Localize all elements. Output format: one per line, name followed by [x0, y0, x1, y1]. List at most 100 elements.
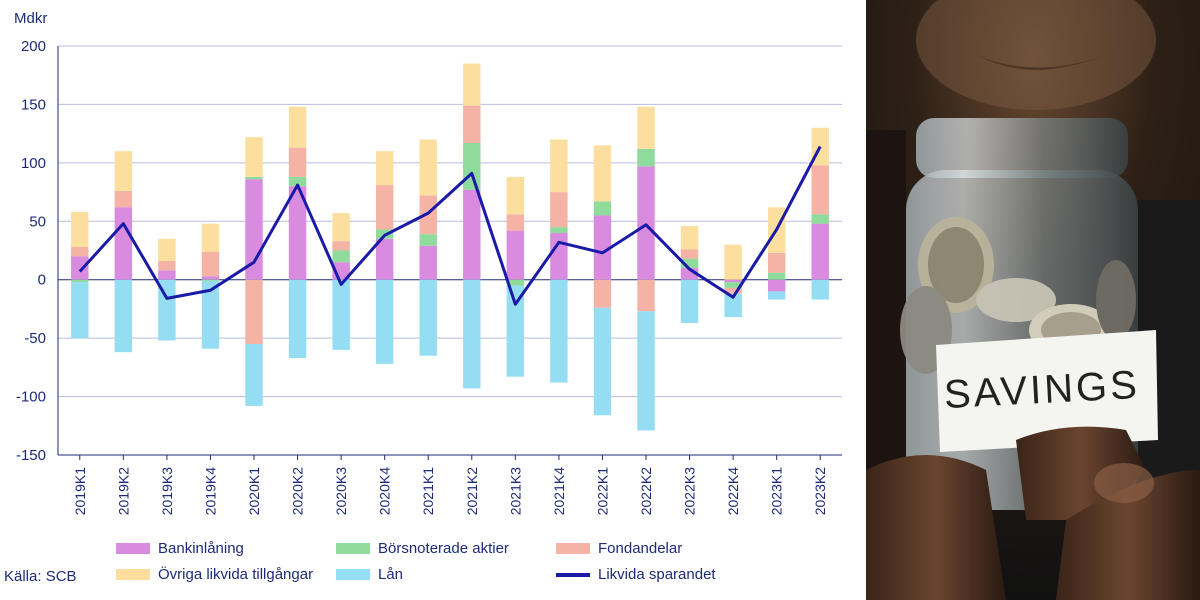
bar-segment [593, 215, 612, 280]
x-tick-label: 2021K1 [420, 467, 436, 515]
bar-segment [767, 291, 786, 300]
bar-segment [71, 211, 89, 247]
bar-segment [375, 279, 394, 364]
bar-segment [637, 148, 655, 167]
x-tick-label: 2023K1 [769, 467, 785, 515]
bar-segment [332, 213, 350, 242]
y-axis-unit-label: Mdkr [14, 10, 48, 27]
x-tick-label: 2020K4 [377, 467, 393, 515]
bar-segment [419, 245, 437, 280]
bar-segment [375, 151, 394, 186]
bar-segment [811, 223, 829, 280]
bar-segment [724, 279, 742, 283]
bar-segment [506, 214, 525, 231]
y-tick-label: 50 [29, 213, 46, 230]
legend-swatch-fondandelar [556, 543, 590, 554]
x-tick-label: 2021K4 [551, 467, 567, 515]
bar-segment [245, 343, 263, 406]
bar-segment [201, 280, 220, 349]
x-tick-label: 2019K4 [202, 467, 218, 515]
legend-label-borsnoterade: Börsnoterade aktier [378, 540, 509, 557]
legend-item-lan: Lån [336, 566, 403, 583]
bar-segment [114, 279, 133, 353]
savings-jar-photo [866, 0, 1200, 600]
bar-segment [375, 238, 394, 280]
bar-segment [680, 279, 699, 323]
bar-segment [245, 176, 263, 180]
legend-swatch-lan [336, 569, 370, 580]
bar-segment [506, 176, 525, 215]
bar-segment [550, 279, 568, 383]
y-tick-label: 100 [21, 155, 46, 172]
bar-segment [114, 207, 133, 280]
bar-segment [811, 165, 829, 215]
line-likvida-sparandet [78, 145, 822, 306]
bar-segment [811, 279, 829, 300]
bar-segment [288, 186, 307, 280]
bar-segment [767, 252, 786, 273]
bar-segment [463, 142, 481, 190]
legend-label-bankinlaning: Bankinlåning [158, 540, 244, 557]
bar-segment [593, 145, 612, 202]
bar-segment [419, 279, 437, 356]
bar-segment [593, 279, 612, 308]
bar-segment [593, 307, 612, 416]
x-tick-label: 2019K2 [115, 467, 131, 515]
bar-segment [158, 279, 176, 341]
bar-segment [550, 192, 568, 228]
bar-segment [637, 279, 655, 312]
bar-segment [288, 279, 307, 359]
y-tick-label: 0 [38, 272, 46, 289]
bar-segment [201, 276, 220, 280]
x-tick-label: 2020K3 [333, 467, 349, 515]
chart-panel: Mdkr -150 -100 -50 0 50 100 150 200 2019K1 2019K2… [4, 10, 842, 585]
bar-segment [506, 279, 525, 286]
bar-segment [114, 151, 133, 191]
x-tick-label: 2023K2 [812, 467, 828, 515]
bar-segment [550, 139, 568, 193]
x-tick-label: 2021K2 [464, 467, 480, 515]
x-tick-label: 2021K3 [507, 467, 523, 515]
bar-segment [506, 230, 525, 280]
y-tick-label: -50 [24, 330, 46, 347]
bar-segment [767, 279, 786, 292]
bar-segment [375, 185, 394, 230]
coin-jar-photo-icon [866, 0, 1200, 600]
source-note: Källa: SCB [4, 568, 77, 585]
bar-segment [724, 244, 742, 280]
legend-item-likvida-sparandet: Likvida sparandet [556, 566, 716, 583]
bar-segment [593, 201, 612, 216]
bar-segment [463, 189, 481, 280]
bar-segment [288, 106, 307, 148]
bar-segment [680, 225, 699, 250]
bar-segment [637, 311, 655, 431]
bar-segment [811, 214, 829, 224]
bar-segment [201, 251, 220, 277]
x-tick-label: 2019K3 [159, 467, 175, 515]
bar-segment [288, 147, 307, 177]
x-tick-label: 2022K1 [594, 467, 610, 515]
y-tick-label: -100 [16, 389, 46, 406]
bar-segment [550, 232, 568, 280]
bar-segment [680, 249, 699, 259]
bar-segment [637, 166, 655, 280]
bar-segment [506, 285, 525, 377]
x-tick-label: 2020K2 [290, 467, 306, 515]
bar-segment [724, 282, 742, 288]
x-tick-label: 2019K1 [72, 467, 88, 515]
bar-segment [201, 279, 220, 281]
bar-segment [419, 139, 437, 196]
bar-segment [71, 256, 89, 280]
bar-segment [332, 241, 350, 251]
bar-segment [201, 223, 220, 252]
bar-segment [767, 272, 786, 280]
bar-segment [419, 195, 437, 235]
x-tick-label: 2020K1 [246, 467, 262, 515]
bar-segment [288, 176, 307, 187]
legend-label-lan: Lån [378, 566, 404, 583]
legend-label-fondandelar: Fondandelar [598, 540, 683, 557]
bar-segment [158, 270, 176, 280]
chart-svg: -150 -100 -50 0 50 100 150 200 2019K1 2019K2 2019K… [16, 38, 842, 515]
bar-segment [550, 227, 568, 233]
bar-segment [71, 279, 89, 283]
